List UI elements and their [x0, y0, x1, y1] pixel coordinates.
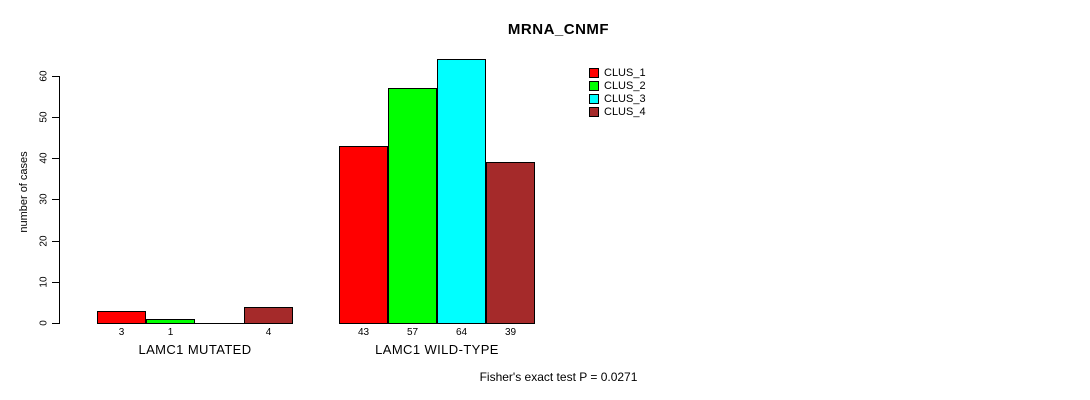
bar-clus_2 — [146, 319, 195, 324]
y-axis-tick — [52, 199, 59, 200]
bar-value-label: 3 — [118, 327, 125, 338]
legend-color-swatch — [589, 94, 599, 104]
y-axis-tick-label: 0 — [38, 320, 50, 326]
legend-item-label: CLUS_1 — [604, 67, 646, 79]
legend-item-label: CLUS_3 — [604, 93, 646, 105]
bar-value-label: 64 — [455, 327, 468, 338]
y-axis-line — [59, 76, 60, 324]
y-axis-tick-label: 10 — [38, 276, 50, 288]
bar-clus_1 — [339, 146, 388, 324]
bar-clus_1 — [97, 311, 146, 324]
legend-item: CLUS_4 — [589, 106, 646, 118]
y-axis-tick — [52, 158, 59, 159]
y-axis-tick — [52, 117, 59, 118]
group-baseline — [97, 323, 293, 324]
legend-item: CLUS_3 — [589, 93, 646, 105]
legend-item: CLUS_1 — [589, 67, 646, 79]
bar-clus_4 — [486, 162, 535, 324]
y-axis-tick-label: 50 — [38, 111, 50, 123]
y-axis-tick — [52, 323, 59, 324]
group-label: LAMC1 WILD-TYPE — [375, 342, 499, 357]
legend-color-swatch — [589, 68, 599, 78]
legend: CLUS_1 CLUS_2 CLUS_3 CLUS_4 — [589, 68, 646, 120]
bar-clus_3 — [437, 59, 486, 324]
legend-color-swatch — [589, 81, 599, 91]
y-axis-tick-label: 40 — [38, 152, 50, 164]
bar-clus_2 — [388, 88, 437, 324]
y-axis-tick — [52, 282, 59, 283]
legend-item: CLUS_2 — [589, 80, 646, 92]
bar-clus_4 — [244, 307, 293, 324]
chart-title: MRNA_CNMF — [507, 21, 610, 38]
y-axis-tick — [52, 76, 59, 77]
bar-value-label: 39 — [504, 327, 517, 338]
bar-value-label: 4 — [265, 327, 272, 338]
legend-item-label: CLUS_2 — [604, 80, 646, 92]
group-label: LAMC1 MUTATED — [138, 342, 252, 357]
bar-value-label: 57 — [406, 327, 419, 338]
y-axis-tick-label: 60 — [38, 70, 50, 82]
bar-value-label: 1 — [167, 327, 174, 338]
y-axis-tick — [52, 241, 59, 242]
fisher-test-annotation: Fisher's exact test P = 0.0271 — [479, 370, 638, 384]
y-axis-tick-label: 30 — [38, 193, 50, 205]
legend-color-swatch — [589, 107, 599, 117]
y-axis-tick-label: 20 — [38, 235, 50, 247]
legend-item-label: CLUS_4 — [604, 106, 646, 118]
bar-value-label: 43 — [357, 327, 370, 338]
